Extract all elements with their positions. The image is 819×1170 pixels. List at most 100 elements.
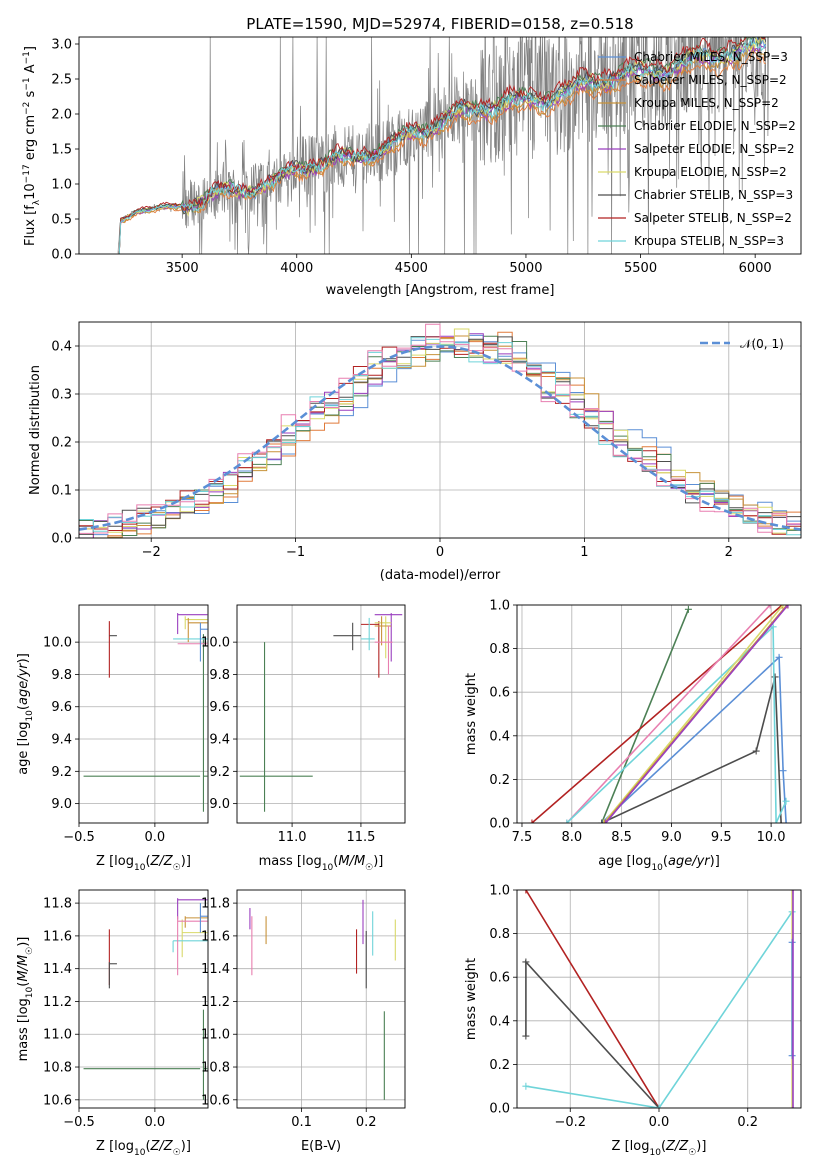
label-part: log <box>16 722 31 742</box>
label-part: 10 <box>649 1148 661 1158</box>
y-axis-label: mass weight <box>464 958 479 1040</box>
axes-frame <box>236 889 406 1109</box>
y-tick-label: 11.4 <box>201 962 230 977</box>
y-tick-label: 0.5 <box>51 213 72 228</box>
y-axis-label: Flux [fλ10−17 erg cm−2 s−1 A−1] <box>22 46 42 246</box>
label-part: Z/Z <box>665 1139 689 1154</box>
y-tick-label: 11.8 <box>201 897 230 912</box>
spectrum-panel: 3500 4000 4500 5000 5500 6000 0.0 0.5 1.0 1.5 2.0 2… <box>22 36 802 298</box>
y-tick-label: 0.4 <box>51 340 72 355</box>
y-tick-label: 9.0 <box>209 797 230 812</box>
label-part: 10 <box>134 1148 146 1158</box>
y-tick-label: 11.0 <box>201 1028 230 1043</box>
label-part: ( <box>663 854 668 869</box>
axes-frame <box>78 321 802 539</box>
legend-label: Salpeter STELIB, N_SSP=2 <box>634 211 792 225</box>
model-spectrum-line <box>118 38 767 254</box>
weight-marker <box>788 890 796 894</box>
y-tick-label: 11.2 <box>43 995 72 1010</box>
x-tick-label: 10.0 <box>757 830 786 845</box>
x-axis-label: (data-model)/error <box>380 568 501 583</box>
gaussian-curve <box>79 345 801 531</box>
weight-line <box>605 605 789 823</box>
weight-line <box>600 609 690 823</box>
label-part: −2 <box>22 102 32 115</box>
y-tick-label: 9.8 <box>51 668 72 683</box>
label-part: Z/Z <box>150 854 174 869</box>
y-tick-label: 10.0 <box>201 636 230 651</box>
label-part: M/M <box>338 854 365 869</box>
label-part: )] <box>710 854 720 869</box>
axes-frame <box>78 889 209 1109</box>
x-tick-label: −2 <box>142 545 161 560</box>
y-tick-label: 0.2 <box>489 773 510 788</box>
label-part: ☉ <box>173 863 181 873</box>
y-tick-label: 0.8 <box>489 927 510 942</box>
weight-marker <box>522 890 530 894</box>
label-part: Flux [f <box>23 205 38 246</box>
x-tick-label: 11.5 <box>346 830 375 845</box>
model-spectrum-line <box>118 37 767 254</box>
label-part: ( <box>145 1139 150 1154</box>
label-part: Z [ <box>612 1139 630 1154</box>
metallicity-weight-panel: −0.2 0.0 0.2 0.0 0.2 0.4 0.6 0.8 1.0 Z [log10(Z/Z… <box>464 884 802 1158</box>
weight-marker <box>789 890 797 894</box>
label-part: Z [ <box>96 1139 114 1154</box>
y-axis-label: mass [log10(M/M☉)] <box>16 937 35 1062</box>
label-part: 10 <box>23 183 38 200</box>
weight-marker <box>600 819 608 823</box>
x-tick-label: 11.0 <box>278 830 307 845</box>
y-tick-label: 0.4 <box>489 729 510 744</box>
label-part: ( <box>145 854 150 869</box>
legend-label: Chabrier STELIB, N_SSP=3 <box>634 188 793 202</box>
label-part: age/yr <box>16 662 31 705</box>
weight-marker <box>528 819 536 823</box>
label-part: log <box>114 854 134 869</box>
weight-marker <box>784 605 792 609</box>
weight-line <box>531 605 783 823</box>
y-tick-label: 11.2 <box>201 995 230 1010</box>
weight-plot-area <box>522 890 797 1108</box>
x-axis-label: Z [log10(Z/Z☉)] <box>96 854 191 873</box>
x-tick-label: 8.0 <box>561 830 582 845</box>
x-tick-label: 6000 <box>739 261 772 276</box>
label-part: ☉ <box>173 1148 181 1158</box>
x-tick-label: 0 <box>436 545 444 560</box>
x-tick-label: 0.0 <box>145 1115 166 1130</box>
y-axis-label: Normed distribution <box>28 365 43 495</box>
y-tick-label: 2.0 <box>51 108 72 123</box>
weight-line <box>566 605 771 823</box>
y-tick-label: 9.2 <box>51 765 72 780</box>
weight-marker <box>522 1082 530 1090</box>
label-part: ☉ <box>365 863 373 873</box>
label-part: −1 <box>22 51 32 64</box>
y-tick-label: 1.0 <box>489 884 510 899</box>
label-part: ( <box>16 982 31 987</box>
y-tick-label: 9.2 <box>209 765 230 780</box>
legend-label: 𝒩(0, 1) <box>740 337 784 351</box>
residuals-plot-area <box>79 323 801 538</box>
y-tick-label: 3.0 <box>51 38 72 53</box>
legend-label: Salpeter MILES, N_SSP=2 <box>634 73 787 87</box>
weight-line <box>525 890 660 1108</box>
y-tick-label: 0.0 <box>51 532 72 547</box>
label-part: 10 <box>25 710 35 722</box>
weight-marker <box>563 819 571 823</box>
x-tick-label: 9.5 <box>711 830 732 845</box>
x-axis-label: wavelength [Angstrom, rest frame] <box>326 283 555 298</box>
axes-frame <box>78 604 209 824</box>
weight-marker <box>782 819 790 823</box>
y-tick-label: 11.8 <box>43 897 72 912</box>
y-tick-label: 1.5 <box>51 143 72 158</box>
x-tick-label: 1 <box>580 545 588 560</box>
x-tick-label: 0.1 <box>291 1115 312 1130</box>
weight-marker <box>771 673 779 681</box>
x-tick-label: 0.0 <box>145 830 166 845</box>
x-tick-label: 0.2 <box>356 1115 377 1130</box>
y-tick-label: 9.6 <box>51 700 72 715</box>
x-axis-label: Z [log10(Z/Z☉)] <box>96 1139 191 1158</box>
weight-marker <box>598 819 606 823</box>
y-tick-label: 0.4 <box>489 1014 510 1029</box>
label-part: E(B-V) <box>301 1139 341 1154</box>
y-tick-label: 9.8 <box>209 668 230 683</box>
